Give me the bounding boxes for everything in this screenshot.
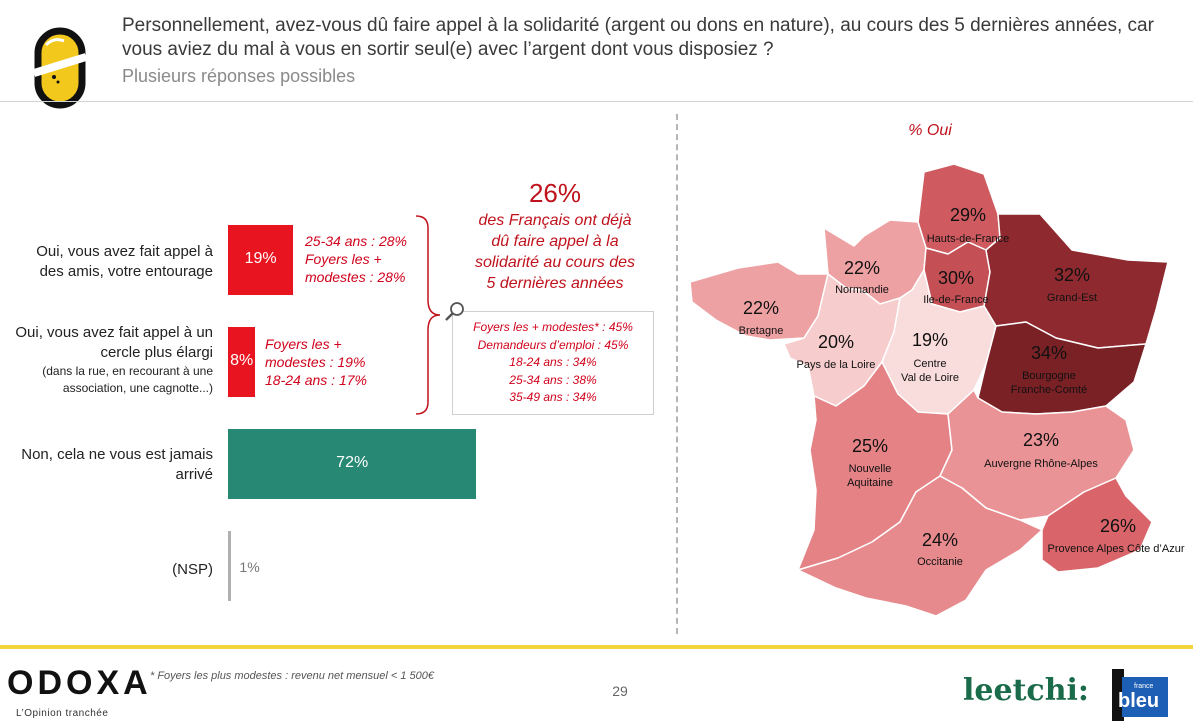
region-value-label: 29% (949, 205, 987, 225)
france-bleu-logo-icon: france (1112, 669, 1168, 721)
region-name-label: Grand-Est (1046, 292, 1098, 304)
detail-item: 25-34 ans : 38% (509, 372, 597, 387)
page-number: 29 (612, 683, 628, 699)
bar (228, 429, 477, 499)
map-region-occitanie (797, 475, 1043, 617)
category-label: Oui, vous avez fait appel à un cercle pl… (8, 323, 213, 397)
bar-detail-note: Foyers les + modestes : 19% 18-24 ans : … (265, 336, 367, 388)
category-label-main: Oui, vous avez fait appel à un cercle pl… (15, 324, 213, 361)
region-value-label: 32% (1053, 265, 1091, 285)
brace-icon (415, 215, 441, 415)
region-value-label: 24% (921, 530, 959, 550)
odoxa-logo: ODOXA (7, 664, 152, 702)
bar-value-label: 19% (244, 250, 277, 267)
header-divider (0, 101, 1193, 102)
detail-item: Foyers les + modestes* : 45% (473, 320, 633, 334)
odoxa-mark-icon (34, 27, 86, 109)
region-name-label: Centre Val de Loire (901, 358, 959, 384)
detail-item: 18-24 ans : 34% (509, 355, 597, 369)
callout-value: 26% (528, 178, 582, 208)
category-note: (dans la rue, en recourant à une associa… (42, 364, 213, 395)
region-value-label: 19% (911, 330, 949, 350)
leetchi-logo: leetchi: (963, 673, 1089, 708)
region-value-label: 34% (1030, 343, 1068, 363)
detail-item: Demandeurs d’emploi : 45% (477, 337, 629, 352)
bar (228, 225, 294, 295)
detail-item: 35-49 ans : 34% (509, 390, 597, 404)
magnifier-icon (445, 302, 464, 321)
region-value-label: 25% (851, 436, 889, 456)
odoxa-tagline: L’Opinion tranchée (16, 708, 109, 719)
region-name-label: Nouvelle Aquitaine (847, 463, 893, 489)
region-name-label: Auvergne Rhône-Alpes (984, 458, 1098, 470)
question-subtitle: Plusieurs réponses possibles (122, 66, 356, 86)
bar-value-label: 8% (230, 352, 254, 369)
footnote: * Foyers les plus modestes : revenu net … (150, 670, 435, 682)
footer-rule (0, 645, 1193, 649)
bar-value-label: 72% (336, 454, 369, 471)
region-name-label: Normandie (835, 284, 889, 296)
france-bleu-small-text: france (1134, 683, 1154, 690)
france-map (689, 163, 1169, 617)
category-label: Oui, vous avez fait appel à des amis, vo… (36, 243, 213, 280)
region-name-label: Pays de la Loire (796, 359, 876, 371)
bar (228, 327, 256, 397)
region-name-label: Ile-de-France (923, 294, 989, 306)
france-bleu-text: bleu (1118, 690, 1160, 712)
region-name-label: Bretagne (738, 325, 784, 337)
region-value-label: 22% (843, 258, 881, 278)
bar-detail-note: 25-34 ans : 28% Foyers les + modestes : … (305, 233, 407, 285)
map-title: % Oui (908, 122, 952, 139)
panel-divider (676, 114, 678, 634)
question-title: Personnellement, avez-vous dû faire appe… (122, 15, 1154, 60)
map-region-paca (1041, 477, 1153, 573)
category-label: Non, cela ne vous est jamais arrivé (21, 446, 213, 483)
callout-details-box: Foyers les + modestes* : 45% Demandeurs … (452, 311, 654, 415)
region-name-label: Bourgogne Franche-Comté (1010, 370, 1088, 396)
region-value-label: 30% (937, 268, 975, 288)
bar-value-label: 1% (239, 559, 260, 575)
region-value-label: 22% (742, 298, 780, 318)
region-name-label: Provence Alpes Côte d’Azur (1047, 543, 1185, 555)
region-name-label: Occitanie (917, 556, 963, 568)
bar (228, 531, 232, 601)
region-name-label: Hauts-de-France (926, 233, 1010, 245)
region-value-label: 20% (817, 332, 855, 352)
category-label: (NSP) (172, 561, 213, 578)
callout-text: des Français ont déjà dû faire appel à l… (474, 212, 636, 292)
region-value-label: 26% (1099, 516, 1137, 536)
region-value-label: 23% (1022, 430, 1060, 450)
